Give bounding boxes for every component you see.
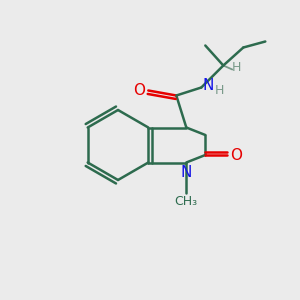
Text: N: N <box>181 165 192 180</box>
Text: O: O <box>133 83 145 98</box>
Text: H: H <box>214 84 224 97</box>
Text: H: H <box>232 61 241 74</box>
Text: N: N <box>202 78 214 93</box>
Text: CH₃: CH₃ <box>175 195 198 208</box>
Text: O: O <box>230 148 242 163</box>
